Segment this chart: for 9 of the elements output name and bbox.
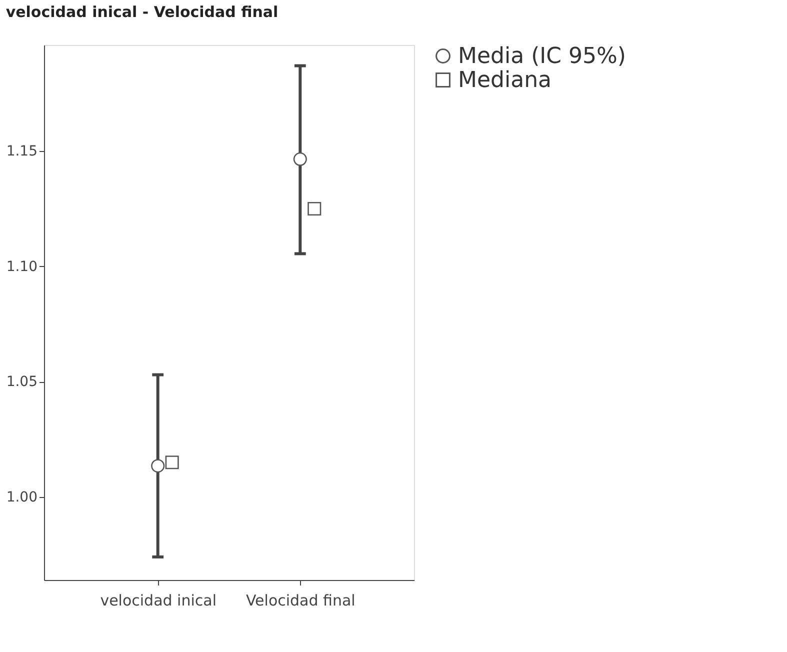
x-tick-label: Velocidad final [246,592,356,610]
y-tick-label: 1.15 [6,144,38,160]
legend-label: Media (IC 95%) [458,44,626,69]
x-tick-label: velocidad inical [100,592,217,610]
chart-title: velocidad inical - Velocidad final [6,3,278,21]
y-tick-label: 1.10 [6,258,38,275]
y-tick-label: 1.00 [6,489,38,506]
y-tick-label: 1.05 [6,374,38,390]
legend-label: Mediana [458,68,552,93]
